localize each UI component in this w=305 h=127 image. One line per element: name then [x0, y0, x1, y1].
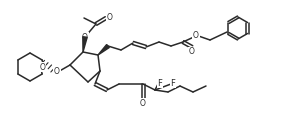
- Text: F: F: [170, 78, 175, 88]
- Text: O: O: [140, 99, 146, 107]
- Text: F: F: [158, 78, 163, 88]
- Polygon shape: [83, 37, 87, 52]
- Text: O: O: [39, 62, 45, 72]
- Text: O: O: [189, 47, 195, 57]
- Text: O: O: [193, 31, 199, 41]
- Polygon shape: [98, 44, 109, 55]
- Text: O: O: [107, 13, 113, 22]
- Text: O: O: [54, 67, 60, 75]
- Text: O: O: [82, 33, 88, 42]
